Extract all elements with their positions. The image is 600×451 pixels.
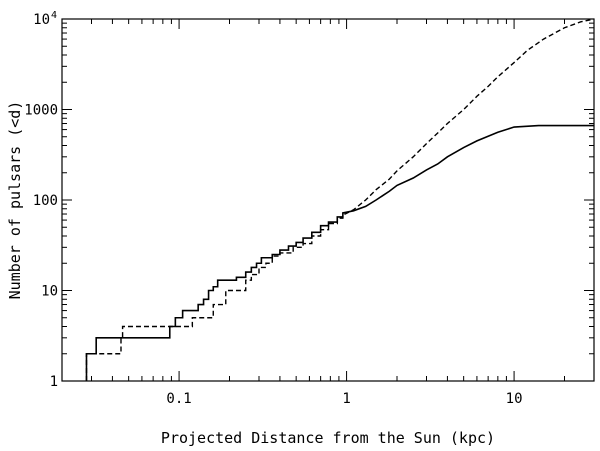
series-layer (85, 18, 595, 381)
y-tick-label: 1000 (24, 103, 58, 119)
y-tick-label: 10 (41, 284, 58, 300)
y-axis-label: Number of pulsars (<d) (6, 101, 24, 300)
series-line-solid (85, 124, 594, 381)
series-line-dashed (85, 18, 595, 381)
y-tick-label: 100 (33, 193, 58, 209)
y-tick-label: 1 (50, 374, 58, 390)
x-tick-label: 10 (506, 391, 523, 407)
x-tick-label: 0.1 (166, 391, 191, 407)
y-tick-label: 10 (33, 12, 50, 28)
x-axis-label: Projected Distance from the Sun (kpc) (161, 429, 495, 447)
y-tick-label-exponent: 4 (51, 10, 57, 21)
x-tick-label: 1 (342, 391, 350, 407)
ticks (61, 18, 595, 382)
plot-frame (61, 18, 595, 382)
